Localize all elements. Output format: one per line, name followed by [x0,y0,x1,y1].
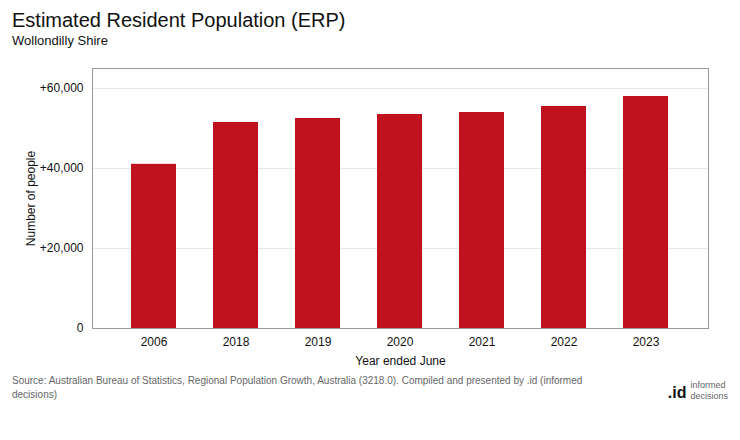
html-text:.id informed decisions: .id informed decisions [667,380,728,401]
svg-text:2019: 2019 [305,335,332,349]
svg-text:Number of people: Number of people [24,150,38,246]
svg-text:Year ended June: Year ended June [355,354,446,368]
svg-text:2022: 2022 [551,335,578,349]
svg-text:+60,000: +60,000 [40,81,84,95]
svg-text:2021: 2021 [469,335,496,349]
svg-text:+40,000: +40,000 [40,161,84,175]
html-text:Source: Australian Bureau of S: Source: Australian Bureau of Statistics,… [12,375,583,400]
svg-text:2023: 2023 [633,335,660,349]
svg-text:+20,000: +20,000 [40,241,84,255]
svg-text:2020: 2020 [387,335,414,349]
svg-text:2006: 2006 [141,335,168,349]
svg-text:0: 0 [77,321,84,335]
html-text:Estimated Resident Population: Estimated Resident Population (ERP) [12,9,346,31]
svg-text:2018: 2018 [223,335,250,349]
html-text:Wollondilly Shire: Wollondilly Shire [12,33,108,48]
